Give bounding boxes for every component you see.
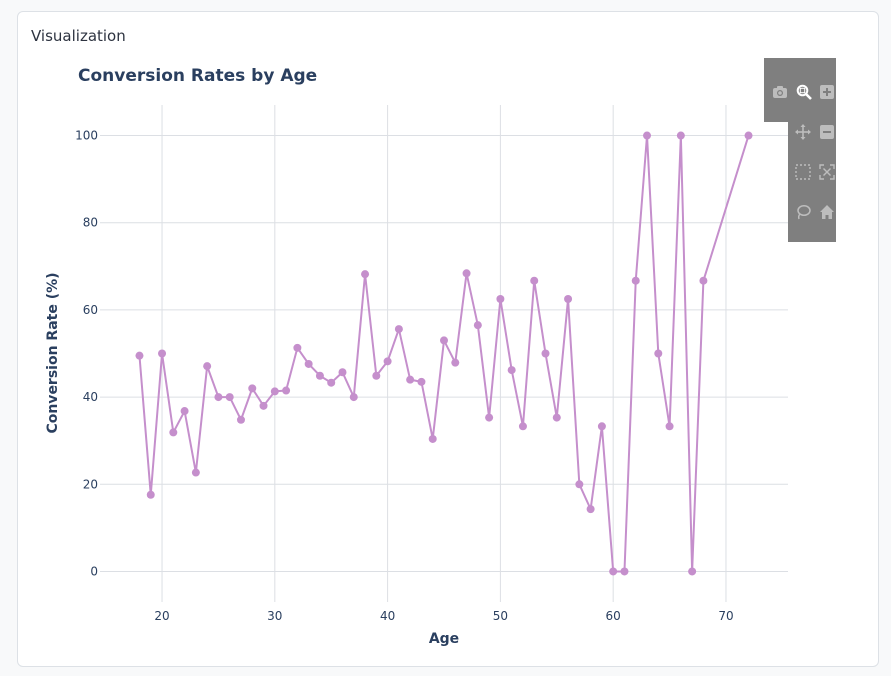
data-point[interactable] [135,351,144,360]
y-tick-label: 0 [90,564,98,578]
chart-title: Conversion Rates by Age [78,66,317,86]
data-point[interactable] [552,413,561,422]
data-point[interactable] [338,368,347,377]
data-point[interactable] [530,276,539,285]
data-point[interactable] [609,567,618,576]
y-tick-label: 60 [83,303,98,317]
data-point[interactable] [248,384,257,393]
series-line [138,134,750,573]
x-tick-label: 30 [267,609,282,623]
data-point[interactable] [620,567,629,576]
pan-button[interactable] [792,121,814,143]
zoom-icon [796,84,812,100]
data-point[interactable] [654,349,663,358]
data-point[interactable] [440,336,448,345]
x-tick-label: 70 [718,609,733,623]
data-point[interactable] [428,434,437,443]
data-point[interactable] [406,375,415,384]
data-point[interactable] [203,362,212,371]
zoom-in-icon [820,85,834,99]
lasso-icon [797,204,811,220]
lasso-select-button[interactable] [792,201,814,223]
reset-axes-button[interactable] [816,201,838,223]
data-point[interactable] [146,490,155,499]
data-point[interactable] [518,422,527,431]
box-select-icon [795,164,811,180]
x-tick-label: 50 [493,609,508,623]
x-axis-label: Age [429,631,459,647]
data-point[interactable] [485,413,494,422]
data-point[interactable] [259,401,268,410]
data-point[interactable] [225,393,234,402]
y-tick-label: 80 [83,216,98,230]
panel-title: Visualization [31,27,126,45]
data-point[interactable] [688,567,697,576]
zoom-out-icon [820,125,834,139]
data-point[interactable] [361,270,370,279]
data-point[interactable] [496,295,505,304]
data-point[interactable] [394,325,403,334]
x-tick-label: 60 [606,609,621,623]
data-point[interactable] [282,386,291,395]
data-point[interactable] [383,357,392,366]
data-point[interactable] [270,387,279,396]
data-point[interactable] [349,393,358,402]
data-point[interactable] [169,428,178,437]
home-icon [820,205,834,219]
data-point[interactable] [191,468,200,477]
data-point[interactable] [462,269,471,278]
camera-icon [773,86,787,98]
data-point[interactable] [699,276,708,285]
data-point[interactable] [293,343,302,352]
data-point[interactable] [665,422,674,431]
box-select-button[interactable] [792,161,814,183]
data-point[interactable] [451,358,460,367]
y-axis-label: Conversion Rate (%) [45,272,61,433]
data-point[interactable] [180,407,189,416]
x-tick-label: 20 [154,609,169,623]
data-point[interactable] [744,131,753,140]
data-point[interactable] [541,349,550,358]
y-tick-label: 100 [75,129,98,143]
data-point[interactable] [214,393,223,402]
data-point[interactable] [372,371,381,380]
autoscale-icon [819,164,835,180]
data-point[interactable] [676,131,685,140]
data-point[interactable] [507,366,516,375]
zoom-button[interactable] [793,81,815,103]
zoom-out-button[interactable] [816,121,838,143]
plot-modebar [764,58,836,242]
download-plot-button[interactable] [769,81,791,103]
data-point[interactable] [327,378,336,387]
data-point[interactable] [564,295,573,304]
data-point[interactable] [236,415,245,424]
y-tick-label: 40 [83,390,98,404]
data-point[interactable] [315,371,324,380]
data-point[interactable] [417,377,426,386]
data-point[interactable] [158,349,167,358]
zoom-in-button[interactable] [816,81,838,103]
data-point[interactable] [575,480,584,489]
data-point[interactable] [304,359,313,368]
pan-icon [795,124,811,140]
data-point[interactable] [631,276,640,285]
visualization-card: Visualization [17,11,879,667]
autoscale-button[interactable] [816,161,838,183]
data-point[interactable] [586,505,595,514]
data-point[interactable] [597,422,606,431]
data-point[interactable] [643,131,652,140]
x-tick-label: 40 [380,609,395,623]
data-point[interactable] [473,321,482,330]
y-tick-label: 20 [83,477,98,491]
